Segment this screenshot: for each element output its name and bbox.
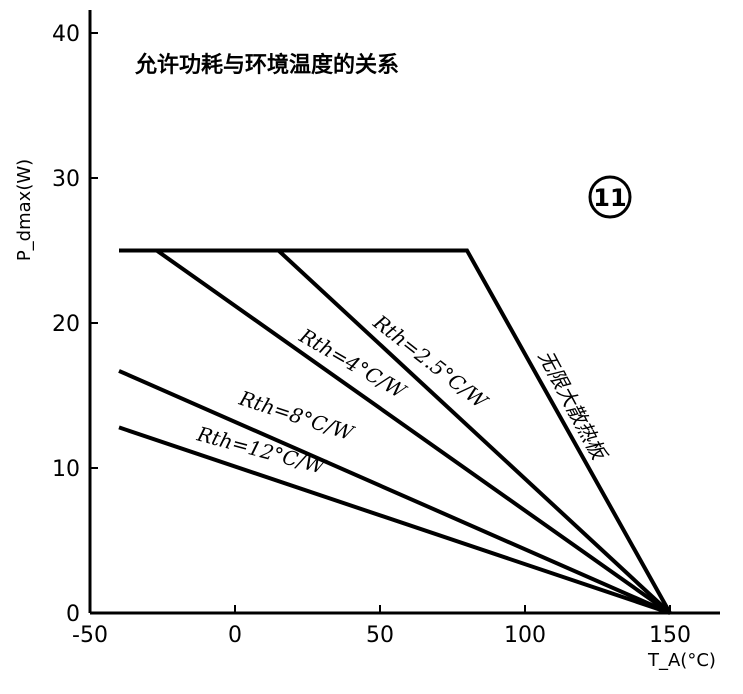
x-axis-label: T_A(°C)	[647, 650, 716, 671]
y-tick-label: 10	[52, 457, 80, 482]
y-tick-label: 0	[66, 602, 80, 627]
series-line-1	[277, 249, 672, 615]
x-tick-label: 0	[228, 623, 242, 648]
x-tick-label: 50	[366, 623, 394, 648]
series-label-0: 无限大散热板	[534, 346, 613, 466]
y-axis-label: P_dmax(W)	[14, 159, 35, 261]
y-ticks: 0 10 20 30 40	[52, 22, 98, 627]
series-line-3	[118, 369, 671, 615]
series-lines	[118, 248, 672, 615]
series-line-4	[118, 425, 671, 615]
series-line-0	[119, 248, 672, 614]
y-tick-label: 20	[52, 312, 80, 337]
badge-label: 11	[593, 184, 626, 212]
chart-title: 允许功耗与环境温度的关系	[134, 52, 399, 78]
badge: 11	[588, 175, 632, 219]
x-tick-label: -50	[72, 623, 108, 648]
y-tick-label: 40	[52, 22, 80, 47]
x-ticks: -50 0 50 100 150	[72, 605, 691, 648]
y-tick-label: 30	[52, 167, 80, 192]
series-line-2	[155, 248, 672, 615]
x-tick-label: 100	[504, 623, 546, 648]
series-label-1: Rth=2.5°C/W	[368, 309, 493, 414]
badge-circle	[588, 175, 632, 219]
x-tick-label: 150	[649, 623, 691, 648]
